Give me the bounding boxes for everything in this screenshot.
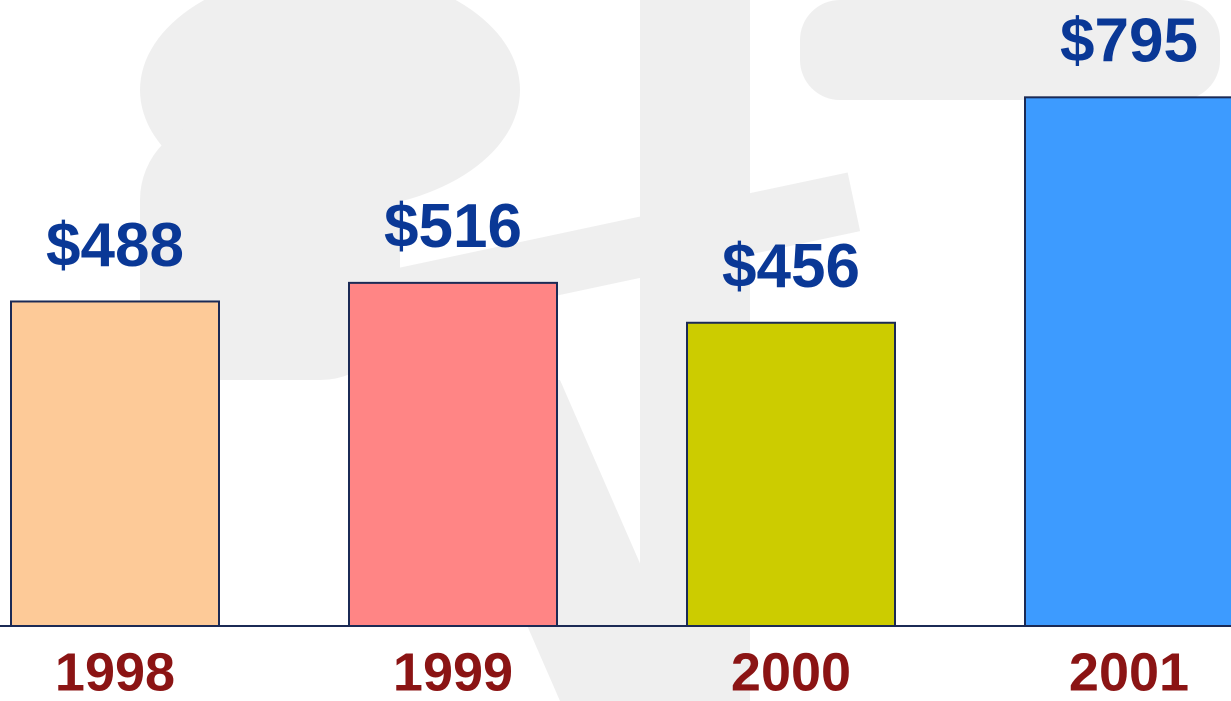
x-tick-label: 2000: [731, 642, 851, 701]
x-tick-label: 1998: [55, 642, 175, 701]
value-label: $516: [384, 192, 522, 261]
bar: [1025, 97, 1231, 626]
bar: [11, 301, 219, 626]
value-label: $488: [46, 211, 184, 280]
bar: [349, 283, 557, 626]
bar: [687, 323, 895, 626]
x-tick-label: 2001: [1069, 642, 1189, 701]
chart: $488 1998 $516 1999 $456 2000 $795 2001: [0, 0, 1231, 701]
value-label: $795: [1060, 7, 1198, 76]
value-label: $456: [722, 232, 860, 301]
x-tick-label: 1999: [393, 642, 513, 701]
page: $4881998$5161999$4562000$7952001 (() => …: [0, 0, 1231, 701]
